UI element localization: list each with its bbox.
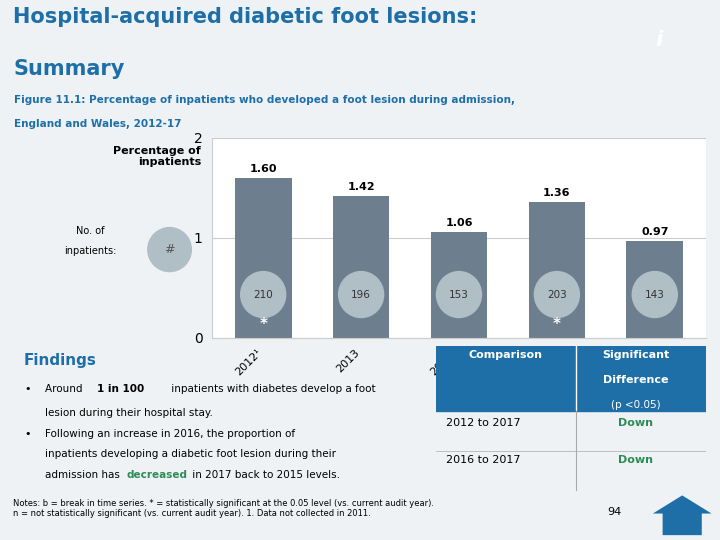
Bar — [528, 201, 585, 338]
Text: 1.06: 1.06 — [445, 218, 473, 228]
Text: Summary: Summary — [13, 59, 125, 79]
Bar — [235, 178, 292, 338]
Text: *: * — [259, 316, 267, 332]
Text: 1.36: 1.36 — [543, 187, 571, 198]
Text: 2012 to 2017: 2012 to 2017 — [446, 418, 521, 429]
Text: Down: Down — [618, 455, 653, 465]
Circle shape — [436, 272, 482, 318]
Text: Significant: Significant — [602, 350, 669, 360]
Bar — [626, 241, 683, 338]
Text: 196: 196 — [351, 289, 371, 300]
Text: inpatients with diabetes develop a foot: inpatients with diabetes develop a foot — [168, 383, 376, 394]
Text: Around: Around — [45, 383, 86, 394]
Text: admission has: admission has — [45, 469, 123, 480]
Text: No. of: No. of — [76, 226, 104, 235]
Bar — [333, 195, 390, 338]
Text: 1.42: 1.42 — [347, 181, 375, 192]
Circle shape — [632, 272, 678, 318]
Text: Difference: Difference — [603, 375, 668, 385]
Text: •: • — [24, 383, 30, 394]
Bar — [436, 346, 706, 411]
Text: Percentage of
inpatients: Percentage of inpatients — [114, 146, 202, 167]
Text: Notes: b = break in time series. * = statistically significant at the 0.05 level: Notes: b = break in time series. * = sta… — [13, 499, 434, 518]
Text: in 2017 back to 2015 levels.: in 2017 back to 2015 levels. — [189, 469, 340, 480]
Text: 94: 94 — [608, 507, 622, 517]
Text: inpatients developing a diabetic foot lesion during their: inpatients developing a diabetic foot le… — [45, 449, 336, 459]
Circle shape — [338, 272, 384, 318]
Text: Figure 11.1: Percentage of inpatients who developed a foot lesion during admissi: Figure 11.1: Percentage of inpatients wh… — [14, 95, 516, 105]
Text: England and Wales, 2012-17: England and Wales, 2012-17 — [14, 119, 181, 129]
Text: •: • — [24, 429, 30, 438]
Polygon shape — [653, 495, 711, 535]
Text: 0.97: 0.97 — [641, 227, 669, 237]
Text: (p <0.05): (p <0.05) — [611, 400, 660, 409]
Text: *: * — [553, 316, 561, 332]
Circle shape — [148, 227, 192, 272]
Text: Following an increase in 2016, the proportion of: Following an increase in 2016, the propo… — [45, 429, 295, 438]
Text: Comparison: Comparison — [469, 350, 543, 360]
Circle shape — [534, 272, 580, 318]
Circle shape — [240, 272, 286, 318]
Text: 143: 143 — [645, 289, 665, 300]
Bar — [431, 232, 487, 338]
Text: Down: Down — [618, 418, 653, 429]
Text: 1 in 100: 1 in 100 — [97, 383, 144, 394]
Text: decreased: decreased — [126, 469, 187, 480]
Text: 2016 to 2017: 2016 to 2017 — [446, 455, 521, 465]
Text: inpatients:: inpatients: — [64, 246, 117, 255]
Text: 153: 153 — [449, 289, 469, 300]
Text: #: # — [164, 243, 175, 256]
Text: 1.60: 1.60 — [249, 164, 277, 174]
Text: 203: 203 — [547, 289, 567, 300]
Text: Findings: Findings — [24, 353, 96, 368]
Text: i: i — [655, 30, 662, 51]
Text: Hospital-acquired diabetic foot lesions:: Hospital-acquired diabetic foot lesions: — [13, 7, 477, 27]
Text: lesion during their hospital stay.: lesion during their hospital stay. — [45, 408, 212, 418]
Text: 210: 210 — [253, 289, 273, 300]
